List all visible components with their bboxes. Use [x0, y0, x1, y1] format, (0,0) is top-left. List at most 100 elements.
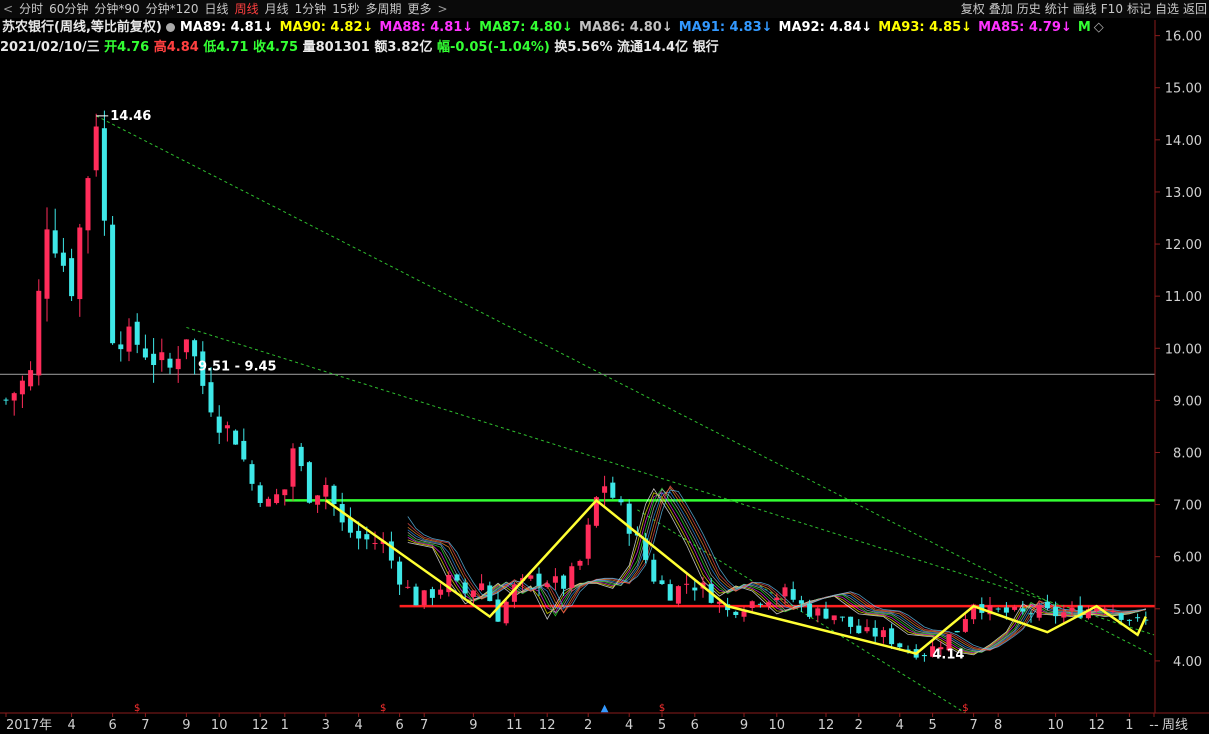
high-label: 14.46	[110, 109, 151, 124]
ma-legend-item[interactable]: MA89: 4.81↓	[179, 20, 274, 35]
candle-body	[110, 224, 116, 344]
ma-legend-item[interactable]: MA87: 4.80↓	[479, 20, 573, 35]
tab-1[interactable]: 60分钟	[49, 2, 89, 16]
candle-body	[954, 630, 960, 633]
time-tick-label: --	[1149, 718, 1159, 733]
tab-4[interactable]: 日线	[204, 2, 229, 16]
chevron-left-icon[interactable]: <	[3, 2, 14, 16]
price-tick-label: 5.00	[1173, 603, 1202, 618]
stock-title: 苏农银行(周线,等比前复权)	[2, 20, 162, 35]
horizontal-lines	[0, 373, 1155, 608]
time-tick-label: 5	[928, 718, 936, 733]
candle-body	[397, 561, 403, 585]
candle-body	[930, 646, 936, 657]
candle-body	[167, 358, 173, 368]
candle-body	[782, 587, 788, 597]
tab-6[interactable]: 月线	[264, 2, 289, 16]
time-tick-label: 6	[395, 718, 403, 733]
tool-button-8[interactable]: 返回	[1182, 2, 1207, 16]
candle-body	[175, 358, 181, 370]
diamond-icon[interactable]: ◇	[1093, 20, 1104, 35]
info-field: 量801301	[298, 40, 370, 55]
candle-body	[856, 625, 862, 634]
tool-button-1[interactable]: 叠加	[988, 2, 1013, 16]
ma-legend-item[interactable]: M	[1077, 20, 1091, 35]
candle-body	[142, 348, 148, 358]
tool-button-5[interactable]: F10	[1100, 2, 1123, 16]
ma-legend-item[interactable]: MA91: 4.83↓	[678, 20, 773, 35]
candle-body	[774, 597, 780, 600]
right-tools: 复权 叠加 历史 统计 画线 F10 标记 自选 返回	[959, 0, 1209, 18]
ma-legend-item[interactable]: MA92: 4.84↓	[778, 20, 873, 35]
signal-marker: ▲	[601, 703, 609, 714]
time-tick-label: 12	[818, 718, 835, 733]
ma-legend-item[interactable]: MA85: 4.79↓	[978, 20, 1072, 35]
tab-8[interactable]: 15秒	[332, 2, 360, 16]
candle-body	[224, 425, 230, 429]
period-label: 周线	[1162, 718, 1188, 733]
candle-body	[216, 416, 222, 433]
candle-body	[733, 611, 739, 616]
ma-legend-item[interactable]: MA90: 4.82↓	[279, 20, 374, 35]
candle-body	[602, 486, 608, 493]
candle-body	[1036, 605, 1042, 618]
candle-body	[569, 566, 575, 588]
candle-body	[593, 497, 599, 526]
time-tick-label: 1	[1125, 718, 1133, 733]
low-label: 4.14	[932, 648, 964, 663]
candle-body	[192, 340, 198, 357]
time-tick-label: 9	[740, 718, 748, 733]
tool-button-0[interactable]: 复权	[960, 2, 985, 16]
candle-body	[946, 634, 952, 651]
tab-0[interactable]: 分时	[19, 2, 44, 16]
time-tick-label: 12	[539, 718, 556, 733]
tool-button-7[interactable]: 自选	[1154, 2, 1179, 16]
tab-3[interactable]: 分钟*120	[145, 2, 199, 16]
tool-button-2[interactable]: 历史	[1016, 2, 1041, 16]
ma-legend-item[interactable]: MA93: 4.85↓	[878, 20, 973, 35]
candle-body	[470, 590, 476, 597]
candle-body	[429, 589, 435, 598]
candle-body	[52, 230, 58, 254]
candle-body	[298, 446, 304, 467]
ma-line	[407, 485, 1146, 651]
candle-body	[1044, 601, 1050, 609]
candle-body	[69, 258, 75, 297]
candle-body	[995, 608, 1001, 610]
price-tick-label: 16.00	[1165, 30, 1202, 45]
candle-body	[659, 580, 665, 585]
tool-button-6[interactable]: 标记	[1126, 2, 1151, 16]
candle-body	[798, 600, 804, 604]
candle-body	[290, 448, 296, 487]
tab-7[interactable]: 1分钟	[294, 2, 327, 16]
ma-legend-item[interactable]: MA86: 4.80↓	[578, 20, 673, 35]
candle-body	[897, 643, 903, 648]
tab-9[interactable]: 多周期	[365, 2, 402, 16]
chevron-right-icon[interactable]: >	[437, 2, 448, 16]
tool-button-4[interactable]: 画线	[1072, 2, 1097, 16]
tab-2[interactable]: 分钟*90	[94, 2, 140, 16]
candle-body	[552, 576, 558, 583]
tool-button-3[interactable]: 统计	[1044, 2, 1069, 16]
candle-body	[233, 430, 239, 445]
candle-body	[1012, 606, 1018, 610]
candle-body	[241, 440, 247, 460]
candle-body	[413, 586, 419, 606]
candle-body	[880, 630, 886, 638]
settings-icon[interactable]	[165, 23, 175, 32]
price-tick-label: 14.00	[1165, 134, 1202, 149]
time-tick-label: 9	[182, 718, 190, 733]
candle-body	[536, 573, 542, 586]
tab-5[interactable]: 周线	[234, 2, 259, 16]
info-field: 2021/02/10/三	[0, 40, 100, 55]
candle-body	[364, 534, 370, 540]
trendline	[95, 115, 1155, 657]
ma-legend-item[interactable]: MA88: 4.81↓	[379, 20, 474, 35]
candle-body	[848, 616, 854, 627]
candle-body	[987, 605, 993, 615]
tab-10[interactable]: 更多	[407, 2, 432, 16]
ma-line	[407, 489, 1146, 650]
candle-body	[692, 587, 698, 591]
candle-body	[405, 586, 411, 588]
